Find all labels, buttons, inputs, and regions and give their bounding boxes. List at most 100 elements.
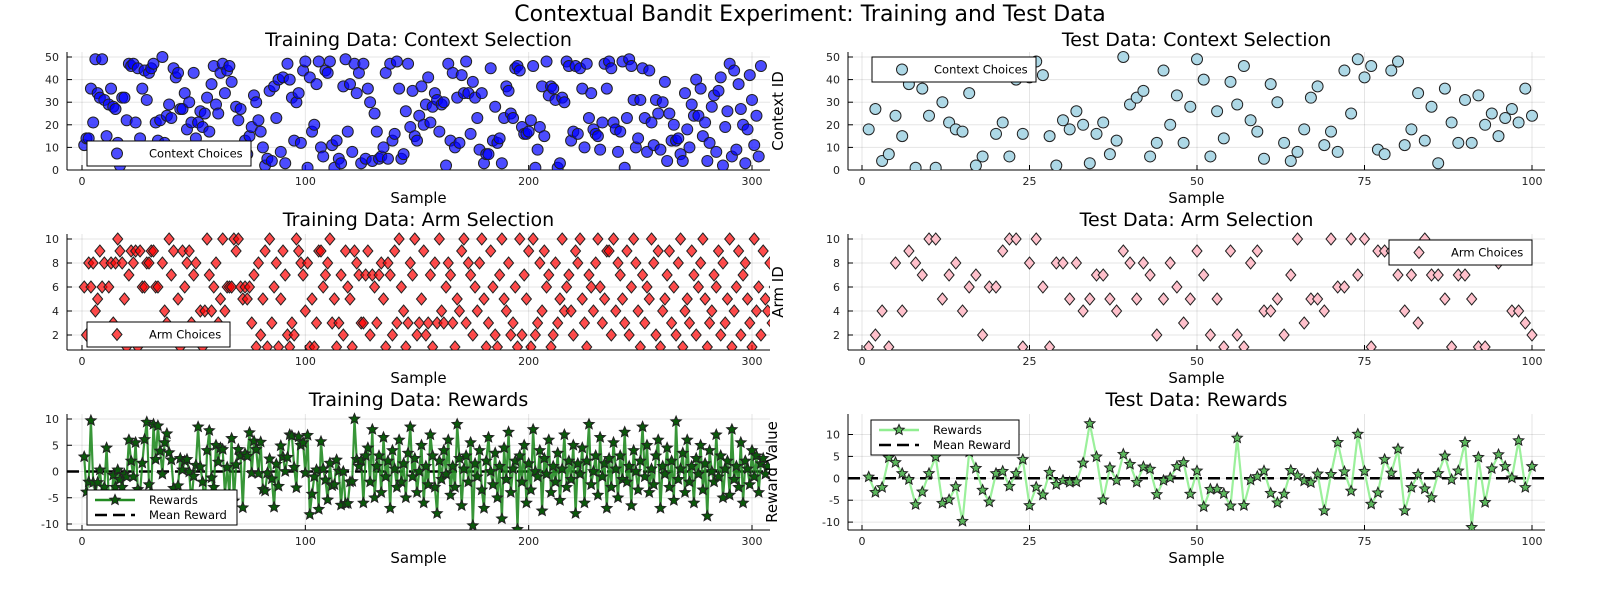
context-point	[1184, 100, 1197, 113]
context-point	[531, 143, 544, 156]
arm-point	[703, 316, 716, 330]
reward-point	[638, 470, 652, 483]
context-point	[1385, 64, 1398, 77]
arm-point	[232, 232, 244, 246]
arm-point	[527, 232, 539, 246]
reward-point	[303, 507, 317, 521]
context-point	[524, 114, 537, 127]
reward-point	[1083, 416, 1097, 430]
reward-point	[410, 485, 424, 498]
arm-point	[297, 268, 309, 282]
reward-point	[363, 475, 377, 488]
arm-point	[473, 256, 486, 270]
arm-point	[863, 340, 875, 350]
reward-point	[524, 483, 538, 496]
context-point	[752, 150, 765, 163]
reward-point	[573, 467, 587, 480]
context-point	[614, 125, 627, 138]
arm-point	[471, 304, 483, 318]
context-point	[437, 96, 450, 109]
arm-point	[614, 268, 626, 282]
reward-point	[922, 466, 936, 479]
context-point	[357, 57, 370, 70]
reward-point	[1197, 500, 1211, 513]
arm-point	[744, 316, 756, 330]
y-tick-label: 0	[52, 164, 59, 177]
arm-point	[1097, 268, 1109, 282]
reward-point	[305, 487, 319, 500]
y-tick-label: 4	[52, 305, 59, 318]
context-point	[750, 109, 763, 122]
reward-point	[296, 435, 310, 449]
arm-point	[409, 232, 421, 246]
context-point	[1170, 89, 1183, 102]
panel-test-reward: 0 25 50 75 100 -10 -5 0 5 10 Test Data: Rewards Sam…	[763, 389, 1545, 567]
arm-point	[292, 244, 305, 258]
context-point	[1298, 123, 1311, 136]
legend-label: Mean Reward	[149, 508, 227, 522]
arm-point	[1412, 316, 1424, 330]
rewards-series-line	[867, 423, 1534, 528]
legend-circle-icon	[111, 147, 123, 160]
reward-point	[314, 434, 328, 448]
reward-point	[149, 452, 163, 465]
reward-point	[1009, 466, 1023, 479]
context-point	[381, 152, 394, 165]
reward-point	[720, 454, 734, 467]
arm-point	[724, 232, 736, 246]
reward-point	[758, 467, 770, 480]
context-point	[1251, 125, 1264, 138]
reward-point	[882, 450, 896, 464]
reward-point	[428, 480, 442, 493]
reward-point	[667, 493, 681, 506]
reward-point	[1317, 503, 1331, 517]
reward-point	[1090, 450, 1103, 463]
legend-label: Context Choices	[934, 63, 1028, 77]
reward-point	[705, 464, 719, 477]
reward-point	[734, 435, 748, 449]
arm-point	[1030, 232, 1042, 246]
reward-point	[1217, 486, 1231, 500]
arm-point	[1070, 256, 1083, 270]
reward-point	[591, 488, 605, 501]
reward-point	[374, 485, 388, 498]
context-point	[896, 130, 909, 143]
context-point	[346, 145, 359, 158]
arm-point	[643, 292, 655, 306]
context-point	[1097, 116, 1110, 129]
reward-point	[193, 459, 207, 473]
reward-point	[220, 460, 234, 473]
context-point	[1398, 139, 1411, 152]
context-point	[746, 93, 758, 106]
y-tick-label: 10	[45, 141, 59, 154]
reward-point	[1291, 468, 1304, 482]
reward-point	[162, 445, 176, 459]
arm-point	[147, 244, 160, 258]
arm-point	[342, 280, 354, 294]
context-point	[739, 157, 752, 170]
reward-point	[151, 418, 165, 432]
arm-point	[688, 268, 700, 282]
arm-point	[1084, 292, 1096, 306]
reward-point	[669, 414, 683, 428]
arm-point	[623, 328, 635, 342]
context-point	[118, 91, 131, 104]
arm-point	[290, 232, 303, 246]
arm-point	[252, 256, 265, 270]
arm-point	[181, 256, 193, 270]
arm-point	[607, 232, 620, 246]
context-point	[1425, 100, 1438, 113]
x-tick-label: 0	[79, 535, 86, 548]
legend: Arm Choices	[86, 321, 231, 348]
reward-point	[301, 428, 315, 441]
arm-point	[545, 340, 557, 350]
reward-point	[77, 449, 91, 463]
reward-point	[135, 456, 149, 469]
reward-point	[738, 454, 752, 467]
reward-point	[1465, 520, 1479, 530]
reward-point	[1116, 447, 1130, 460]
reward-point	[569, 506, 583, 519]
reward-point	[732, 480, 746, 493]
context-point	[929, 161, 942, 170]
